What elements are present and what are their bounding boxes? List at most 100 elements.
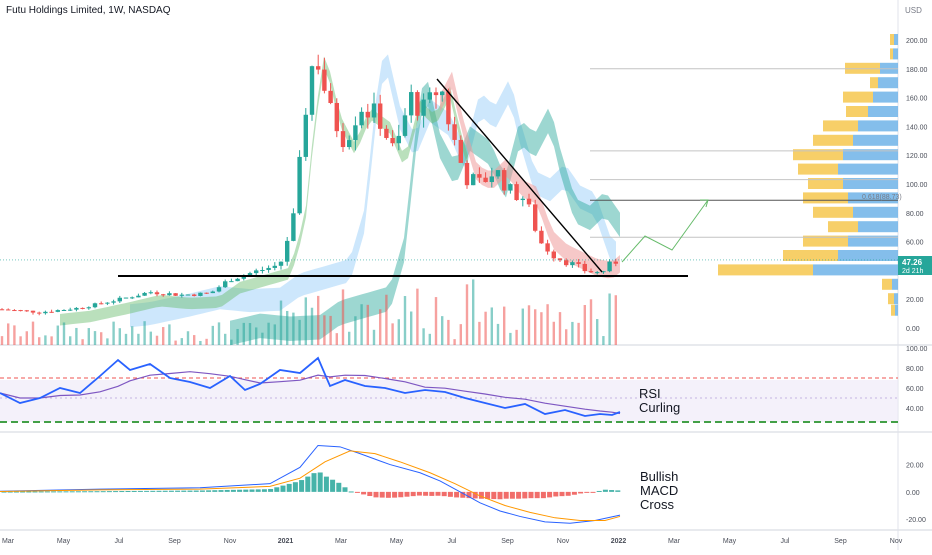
- volume-bar[interactable]: [81, 339, 84, 345]
- volume-bar[interactable]: [75, 327, 78, 345]
- volume-bar[interactable]: [614, 295, 617, 345]
- ribbon-green[interactable]: [230, 81, 620, 346]
- time-tick-label[interactable]: Sep: [501, 538, 514, 545]
- volume-profile-bar[interactable]: [808, 178, 843, 189]
- volume-bar[interactable]: [410, 311, 413, 345]
- volume-bar[interactable]: [348, 331, 351, 345]
- candle-body[interactable]: [421, 99, 426, 116]
- volume-bar[interactable]: [478, 321, 481, 345]
- candle-body[interactable]: [43, 311, 48, 314]
- time-tick-label[interactable]: Sep: [168, 538, 181, 545]
- volume-profile-bar[interactable]: [848, 192, 898, 204]
- price-tick-label[interactable]: 0.00: [906, 326, 920, 333]
- volume-profile-bar[interactable]: [843, 149, 898, 161]
- volume-profile-bar[interactable]: [803, 192, 848, 204]
- macd-histogram-bar[interactable]: [571, 491, 577, 495]
- macd-histogram-bar[interactable]: [224, 489, 230, 492]
- macd-histogram-bar[interactable]: [106, 491, 112, 493]
- candle-body[interactable]: [396, 135, 401, 144]
- candle-body[interactable]: [154, 292, 160, 295]
- macd-histogram-bar[interactable]: [100, 491, 106, 493]
- candle-body[interactable]: [495, 170, 501, 177]
- macd-histogram-bar[interactable]: [168, 490, 174, 492]
- price-tick-label[interactable]: 140.00: [906, 124, 928, 131]
- volume-bar[interactable]: [186, 331, 190, 345]
- volume-bar[interactable]: [38, 337, 41, 345]
- volume-bar[interactable]: [279, 300, 283, 345]
- volume-bar[interactable]: [360, 304, 363, 345]
- candle-body[interactable]: [483, 177, 488, 183]
- candle-body[interactable]: [148, 292, 153, 294]
- volume-profile-bar[interactable]: [813, 206, 853, 218]
- volume-bar[interactable]: [180, 338, 183, 345]
- volume-bar[interactable]: [558, 312, 562, 345]
- candle-body[interactable]: [6, 309, 11, 311]
- candle-body[interactable]: [316, 66, 321, 70]
- time-tick-label[interactable]: Sep: [834, 538, 847, 545]
- macd-histogram-bar[interactable]: [13, 491, 19, 493]
- candle-body[interactable]: [551, 251, 556, 259]
- time-tick-label[interactable]: May: [57, 538, 71, 545]
- candle-body[interactable]: [136, 295, 141, 298]
- macd-histogram-bar[interactable]: [516, 491, 522, 499]
- candle-body[interactable]: [99, 303, 104, 305]
- candle-body[interactable]: [204, 292, 209, 294]
- candle-body[interactable]: [415, 92, 420, 116]
- volume-profile-bar[interactable]: [894, 293, 898, 305]
- volume-bar[interactable]: [416, 288, 419, 345]
- candle-body[interactable]: [458, 139, 463, 163]
- macd-histogram-bar[interactable]: [429, 491, 435, 496]
- candle-body[interactable]: [409, 92, 414, 116]
- macd-histogram-bar[interactable]: [342, 487, 348, 492]
- volume-profile-bar[interactable]: [843, 91, 873, 103]
- candle-body[interactable]: [477, 174, 482, 178]
- macd-histogram-bar[interactable]: [578, 491, 584, 494]
- candle-body[interactable]: [278, 261, 284, 266]
- macd-histogram-bar[interactable]: [75, 491, 81, 493]
- volume-bar[interactable]: [447, 319, 450, 345]
- macd-histogram-bar[interactable]: [565, 491, 571, 496]
- volume-bar[interactable]: [608, 293, 611, 345]
- macd-histogram-bar[interactable]: [503, 491, 509, 499]
- macd-histogram-bar[interactable]: [590, 491, 596, 493]
- volume-profile-bar[interactable]: [868, 106, 898, 117]
- volume-bar[interactable]: [329, 315, 332, 345]
- macd-histogram-bar[interactable]: [509, 491, 515, 499]
- volume-bar[interactable]: [131, 326, 134, 345]
- candle-body[interactable]: [173, 293, 178, 296]
- candle-body[interactable]: [384, 128, 389, 138]
- macd-histogram-bar[interactable]: [336, 482, 342, 492]
- volume-bar[interactable]: [472, 279, 475, 345]
- macd-histogram-bar[interactable]: [63, 491, 69, 493]
- candle-body[interactable]: [570, 262, 575, 266]
- macd-histogram-bar[interactable]: [57, 491, 63, 493]
- macd-histogram-bar[interactable]: [528, 491, 534, 499]
- volume-bar[interactable]: [304, 297, 307, 345]
- time-tick-label[interactable]: Nov: [890, 538, 903, 545]
- macd-histogram-bar[interactable]: [367, 491, 373, 497]
- volume-bar[interactable]: [211, 325, 214, 345]
- ribbon-short-green[interactable]: [60, 56, 468, 326]
- macd-histogram-bar[interactable]: [51, 491, 57, 493]
- volume-bar[interactable]: [7, 323, 10, 345]
- candle-body[interactable]: [86, 307, 91, 309]
- price-tick-label[interactable]: 200.00: [906, 38, 928, 45]
- candle-body[interactable]: [142, 292, 147, 296]
- macd-histogram-bar[interactable]: [317, 472, 323, 492]
- volume-bar[interactable]: [379, 309, 382, 345]
- price-tick-label[interactable]: 160.00: [906, 96, 928, 103]
- volume-bar[interactable]: [230, 339, 233, 345]
- volume-bar[interactable]: [87, 328, 90, 345]
- macd-histogram-bar[interactable]: [559, 491, 565, 497]
- time-tick-label[interactable]: Mar: [335, 538, 348, 545]
- volume-profile-bar[interactable]: [846, 106, 868, 117]
- time-tick-label[interactable]: Nov: [224, 538, 237, 545]
- macd-histogram-bar[interactable]: [466, 491, 472, 499]
- candle-body[interactable]: [68, 309, 73, 311]
- volume-bar[interactable]: [391, 323, 394, 345]
- ribbon-red[interactable]: [440, 71, 620, 279]
- volume-bar[interactable]: [255, 327, 258, 345]
- volume-bar[interactable]: [25, 331, 28, 345]
- volume-profile-bar[interactable]: [873, 91, 898, 103]
- downtrend-line[interactable]: [436, 78, 603, 273]
